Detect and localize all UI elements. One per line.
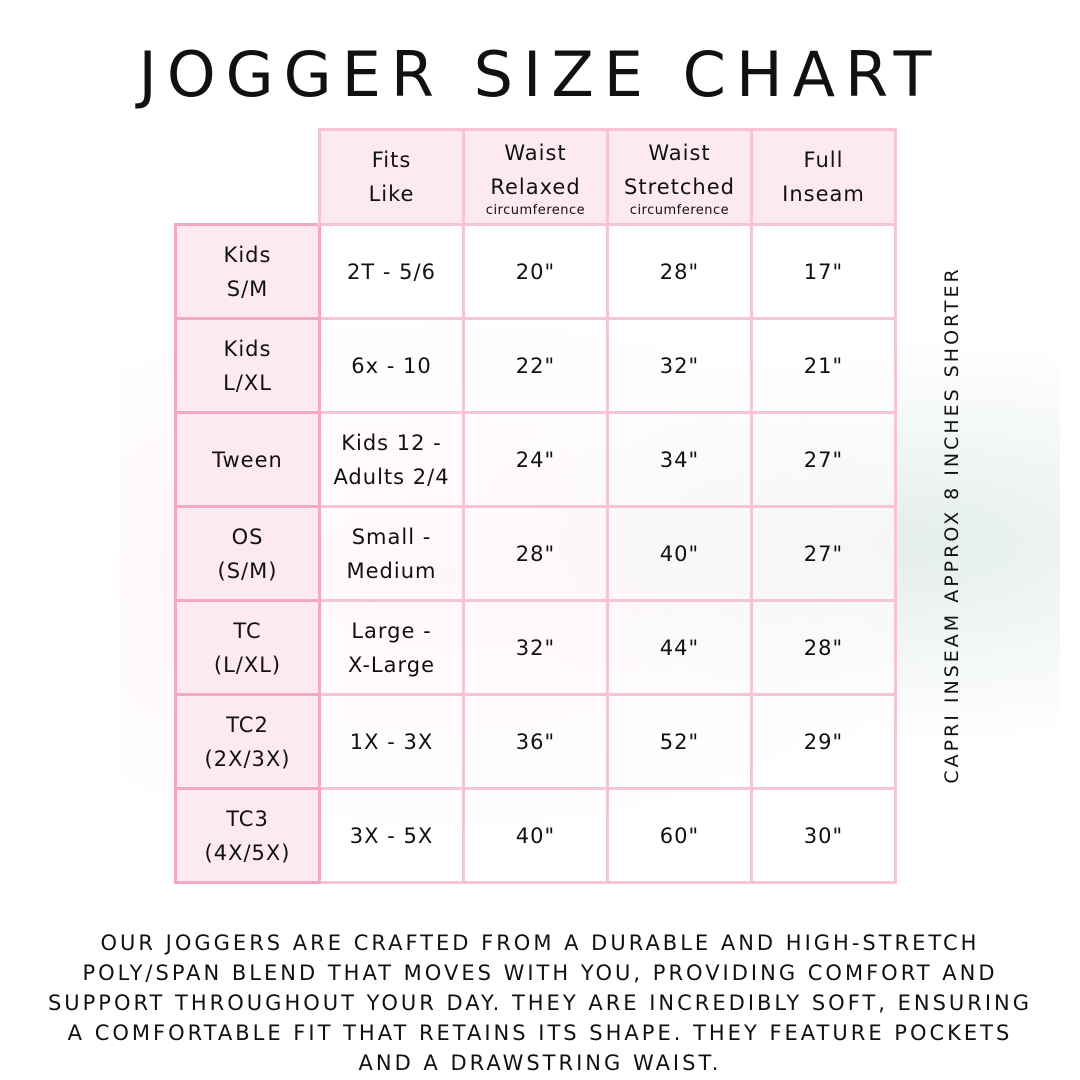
- cell-text: Adults 2/4: [333, 464, 450, 489]
- relaxed-cell: 32": [462, 599, 609, 696]
- cell-text: Kids: [223, 336, 272, 361]
- cell-text: TC: [233, 618, 262, 643]
- header-row: Fits Like Waist Relaxed circumference Waist St…: [176, 128, 897, 226]
- relaxed-cell: 24": [462, 411, 609, 508]
- cell-text: Tween: [212, 447, 283, 472]
- size-label: TC3 (4X/5X): [174, 787, 321, 884]
- inseam-cell: 29": [750, 693, 897, 790]
- table-row: Tween Kids 12 - Adults 2/4 24" 34" 27": [174, 411, 897, 508]
- inseam-cell: 27": [750, 505, 897, 602]
- fits-like-cell: 2T - 5/6: [318, 223, 465, 320]
- cell-text: Like: [368, 182, 415, 206]
- fits-like-cell: Kids 12 - Adults 2/4: [318, 411, 465, 508]
- cell-text: Full: [803, 148, 844, 172]
- stretched-cell: 44": [606, 599, 753, 696]
- cell-text: Stretched: [624, 175, 735, 199]
- cell-text: (4X/5X): [204, 840, 291, 865]
- stretched-cell: 34": [606, 411, 753, 508]
- cell-text: Medium: [346, 558, 437, 583]
- stretched-cell: 40": [606, 505, 753, 602]
- cell-text: 6x - 10: [351, 353, 432, 378]
- relaxed-cell: 20": [462, 223, 609, 320]
- cell-text: OS: [231, 524, 264, 549]
- column-header: Fits Like: [318, 128, 465, 226]
- stretched-cell: 60": [606, 787, 753, 884]
- cell-text: 1X - 3X: [349, 729, 434, 754]
- cell-text: Waist: [504, 141, 567, 165]
- size-label: OS (S/M): [174, 505, 321, 602]
- fits-like-cell: Small - Medium: [318, 505, 465, 602]
- relaxed-cell: 40": [462, 787, 609, 884]
- table-row: TC (L/XL) Large - X-Large 32" 44" 28": [174, 599, 897, 696]
- fits-like-cell: 1X - 3X: [318, 693, 465, 790]
- cell-text: (2X/3X): [204, 746, 291, 771]
- cell-text: 3X - 5X: [349, 823, 434, 848]
- empty-corner: [176, 130, 320, 225]
- stretched-cell: 28": [606, 223, 753, 320]
- relaxed-cell: 36": [462, 693, 609, 790]
- stretched-cell: 32": [606, 317, 753, 414]
- cell-text: Fits: [371, 148, 412, 172]
- capri-note: CAPRI INSEAM APPROX 8 INCHES SHORTER: [941, 266, 963, 784]
- size-label: Kids S/M: [174, 223, 321, 320]
- cell-text: Large -: [351, 618, 432, 643]
- cell-text: TC3: [226, 806, 269, 831]
- cell-text: (L/XL): [213, 652, 282, 677]
- size-label: TC (L/XL): [174, 599, 321, 696]
- fits-like-cell: 3X - 5X: [318, 787, 465, 884]
- inseam-cell: 30": [750, 787, 897, 884]
- size-label: Tween: [174, 411, 321, 508]
- table-row: OS (S/M) Small - Medium 28" 40" 27": [174, 505, 897, 602]
- table-row: Kids L/XL 6x - 10 22" 32" 21": [174, 317, 897, 414]
- inseam-cell: 17": [750, 223, 897, 320]
- cell-text: Waist: [648, 141, 711, 165]
- cell-text: X-Large: [347, 652, 435, 677]
- column-header: Full Inseam: [750, 128, 897, 226]
- cell-text: 2T - 5/6: [347, 259, 436, 284]
- description: Our joggers are crafted from a durable a…: [47, 931, 1033, 1075]
- cell-text: Kids 12 -: [341, 430, 442, 455]
- relaxed-cell: 28": [462, 505, 609, 602]
- cell-text: Small -: [351, 524, 432, 549]
- cell-text: Inseam: [782, 182, 865, 206]
- cell-text: S/M: [226, 276, 269, 301]
- table-row: TC2 (2X/3X) 1X - 3X 36" 52" 29": [174, 693, 897, 790]
- inseam-cell: 28": [750, 599, 897, 696]
- size-label: Kids L/XL: [174, 317, 321, 414]
- cell-text: (S/M): [217, 558, 278, 583]
- page-title: JOGGER SIZE CHART: [138, 38, 942, 111]
- cell-text: L/XL: [223, 370, 272, 395]
- table-row: Kids S/M 2T - 5/6 20" 28" 17": [174, 223, 897, 320]
- header-subtext: circumference: [485, 203, 586, 218]
- inseam-cell: 21": [750, 317, 897, 414]
- stretched-cell: 52": [606, 693, 753, 790]
- relaxed-cell: 22": [462, 317, 609, 414]
- inseam-cell: 27": [750, 411, 897, 508]
- column-header: Waist Relaxed circumference: [462, 128, 609, 226]
- size-table: Fits Like Waist Relaxed circumference Waist St…: [174, 128, 897, 884]
- table-row: TC3 (4X/5X) 3X - 5X 40" 60" 30": [174, 787, 897, 884]
- header-subtext: circumference: [629, 203, 730, 218]
- size-label: TC2 (2X/3X): [174, 693, 321, 790]
- cell-text: Relaxed: [490, 175, 581, 199]
- cell-text: Kids: [223, 242, 272, 267]
- column-header: Waist Stretched circumference: [606, 128, 753, 226]
- cell-text: TC2: [226, 712, 269, 737]
- fits-like-cell: Large - X-Large: [318, 599, 465, 696]
- fits-like-cell: 6x - 10: [318, 317, 465, 414]
